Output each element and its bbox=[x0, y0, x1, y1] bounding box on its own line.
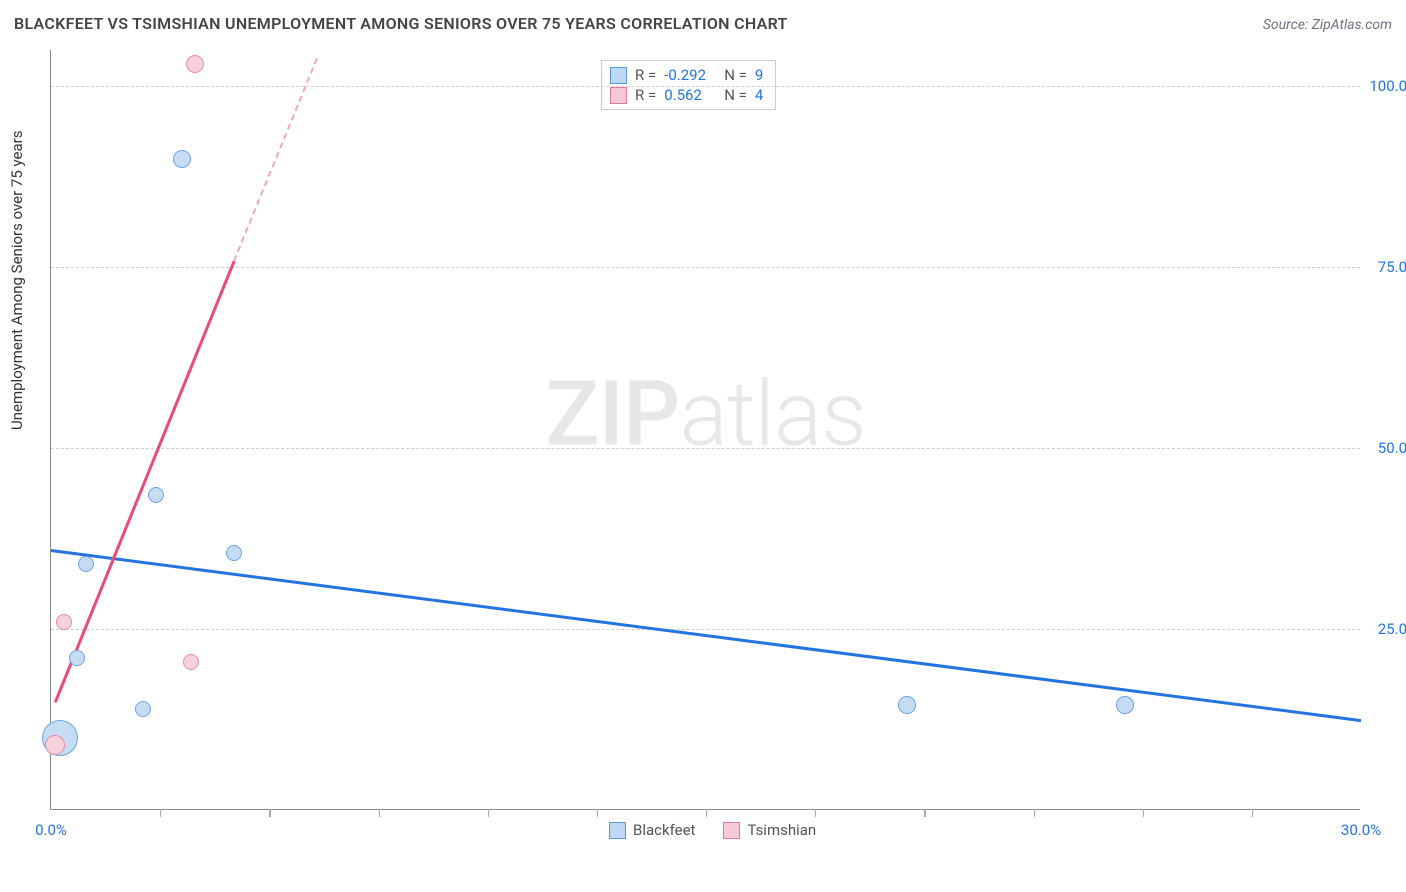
x-tick bbox=[160, 809, 161, 817]
stats-legend-row: R = -0.292 N = 9 bbox=[610, 65, 767, 85]
legend-label: Tsimshian bbox=[747, 821, 816, 839]
data-point bbox=[148, 487, 164, 503]
data-point bbox=[56, 614, 72, 630]
x-tick bbox=[269, 809, 270, 817]
trend-line bbox=[51, 549, 1361, 722]
stat-r-value: -0.292 bbox=[664, 66, 716, 84]
y-tick-label: 25.0% bbox=[1364, 620, 1406, 638]
x-tick bbox=[1143, 809, 1144, 817]
chart-title: BLACKFEET VS TSIMSHIAN UNEMPLOYMENT AMON… bbox=[14, 14, 788, 33]
stat-r-label: R = bbox=[635, 86, 656, 104]
data-point bbox=[186, 55, 204, 73]
trend-line bbox=[54, 261, 235, 703]
x-tick bbox=[1252, 809, 1253, 817]
data-point bbox=[173, 150, 191, 168]
legend-swatch bbox=[610, 87, 627, 104]
watermark-light: atlas bbox=[679, 362, 865, 467]
data-point bbox=[226, 545, 242, 561]
legend-swatch bbox=[610, 67, 627, 84]
y-tick-label: 75.0% bbox=[1364, 258, 1406, 276]
data-point bbox=[1116, 696, 1134, 714]
legend-item: Blackfeet bbox=[609, 821, 695, 839]
series-legend: Blackfeet Tsimshian bbox=[609, 821, 816, 839]
data-point bbox=[45, 735, 65, 755]
data-point bbox=[183, 654, 199, 670]
data-point bbox=[69, 650, 85, 666]
legend-swatch bbox=[609, 822, 626, 839]
stat-n-label: N = bbox=[724, 66, 747, 84]
x-tick bbox=[1034, 809, 1035, 817]
x-tick-label: 0.0% bbox=[35, 821, 67, 839]
legend-label: Blackfeet bbox=[633, 821, 695, 839]
stat-n-value: 9 bbox=[755, 66, 767, 84]
x-tick bbox=[706, 809, 707, 817]
y-tick-label: 100.0% bbox=[1364, 77, 1406, 95]
x-tick bbox=[379, 809, 380, 817]
data-point bbox=[898, 696, 916, 714]
header: BLACKFEET VS TSIMSHIAN UNEMPLOYMENT AMON… bbox=[14, 14, 1392, 33]
y-axis-label: Unemployment Among Seniors over 75 years bbox=[8, 131, 26, 430]
stats-legend-row: R = 0.562 N = 4 bbox=[610, 85, 767, 105]
y-tick-label: 50.0% bbox=[1364, 439, 1406, 457]
stat-r-label: R = bbox=[635, 66, 656, 84]
gridline bbox=[51, 86, 1360, 87]
x-tick bbox=[597, 809, 598, 817]
legend-item: Tsimshian bbox=[723, 821, 816, 839]
data-point bbox=[135, 701, 151, 717]
source-label: Source: ZipAtlas.com bbox=[1263, 17, 1392, 33]
legend-swatch bbox=[723, 822, 740, 839]
x-tick-label: 30.0% bbox=[1341, 821, 1381, 839]
watermark-bold: ZIP bbox=[545, 362, 679, 467]
plot-area: ZIPatlas R =-0.292N =9R =0.562N =4 Black… bbox=[50, 50, 1360, 810]
data-point bbox=[78, 556, 94, 572]
gridline bbox=[51, 267, 1360, 268]
stat-n-label: N = bbox=[724, 86, 747, 104]
watermark: ZIPatlas bbox=[545, 362, 866, 467]
stats-legend: R = -0.292 N = 9 R = 0.562 N = 4 bbox=[601, 60, 776, 110]
x-tick bbox=[815, 809, 816, 817]
gridline bbox=[51, 448, 1360, 449]
gridline bbox=[51, 629, 1360, 630]
stat-n-value: 4 bbox=[755, 86, 767, 104]
x-tick bbox=[488, 809, 489, 817]
x-tick bbox=[924, 809, 925, 817]
trend-line bbox=[233, 58, 318, 261]
stat-r-value: 0.562 bbox=[664, 86, 716, 104]
